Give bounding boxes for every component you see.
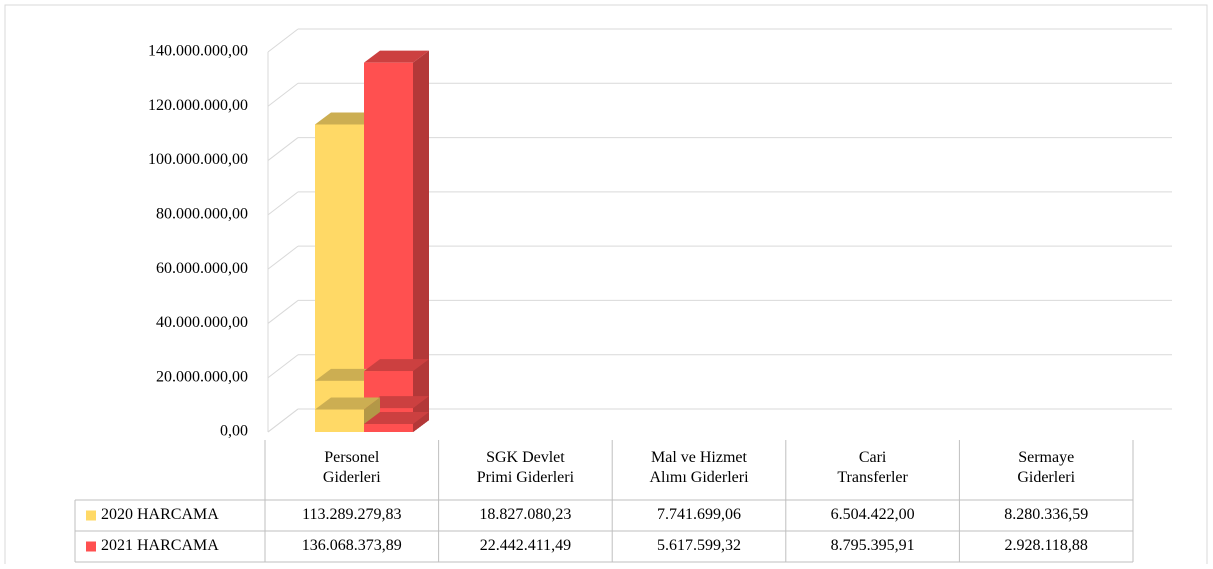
data-label: 6.504.422,00 — [831, 506, 915, 523]
data-label: 8.280.336,59 — [1004, 506, 1088, 523]
grid-line-side — [267, 82, 299, 107]
x-tick-label-box: Personel Giderleri — [322, 449, 381, 486]
bar-top — [364, 396, 429, 409]
bar-top — [315, 368, 380, 381]
data-label: 8.795.395,91 — [831, 537, 915, 554]
data-label: 5.617.599,32 — [657, 537, 741, 554]
y-tick-label: 80.000.000,00 — [156, 206, 248, 223]
x-tick-label: Sermaye Giderleri — [1017, 449, 1076, 486]
bar-side — [413, 412, 429, 432]
grid-line-side — [267, 28, 299, 53]
x-tick-label-box: Mal ve Hizmet Alımı Giderleri — [649, 449, 749, 486]
bar-top — [315, 112, 380, 125]
legend-label: 2021 HARCAMA — [101, 537, 219, 554]
x-tick-label: Personel Giderleri — [322, 449, 381, 486]
y-tick-label: 20.000.000,00 — [156, 368, 248, 385]
y-tick-label: 60.000.000,00 — [156, 260, 248, 277]
bar-front — [315, 409, 364, 432]
data-label: 136.068.373,89 — [302, 537, 402, 554]
y-tick-label: 140.000.000,00 — [148, 43, 248, 60]
data-label: 7.741.699,06 — [657, 506, 741, 523]
y-tick-label: 40.000.000,00 — [156, 314, 248, 331]
grid-line-side — [267, 191, 299, 216]
grid-line-side — [267, 245, 299, 270]
grid-line-side — [267, 408, 299, 433]
grid-line-side — [267, 354, 299, 379]
bar-top — [364, 412, 429, 425]
grid-line-side — [267, 137, 299, 161]
x-tick-label-box: Sermaye Giderleri — [1017, 449, 1076, 486]
x-tick-label: Mal ve Hizmet Alımı Giderleri — [649, 449, 749, 486]
x-tick-label: SGK Devlet Primi Giderleri — [476, 449, 575, 486]
y-tick-label: 100.000.000,00 — [148, 151, 248, 168]
legend-swatch — [86, 541, 96, 552]
x-tick-label-box: Cari Transferler — [837, 449, 908, 486]
bar-top — [364, 50, 429, 63]
data-label: 18.827.080,23 — [479, 506, 571, 523]
legend-swatch — [86, 510, 96, 521]
bar-top — [315, 397, 380, 410]
y-tick-label: 0,00 — [220, 423, 248, 440]
grid-line-side — [267, 300, 299, 324]
x-tick-label: Cari Transferler — [837, 449, 908, 486]
bar-front — [364, 424, 413, 432]
data-label: 2.928.118,88 — [1004, 537, 1087, 554]
bar-top — [364, 359, 429, 372]
bar-side — [413, 50, 429, 432]
data-label: 113.289.279,83 — [302, 506, 401, 523]
bar — [364, 412, 429, 432]
x-tick-label-box: SGK Devlet Primi Giderleri — [476, 449, 575, 486]
y-tick-label: 120.000.000,00 — [148, 97, 248, 114]
legend-label: 2020 HARCAMA — [101, 506, 219, 523]
data-label: 22.442.411,49 — [480, 537, 571, 554]
bar — [315, 397, 380, 432]
